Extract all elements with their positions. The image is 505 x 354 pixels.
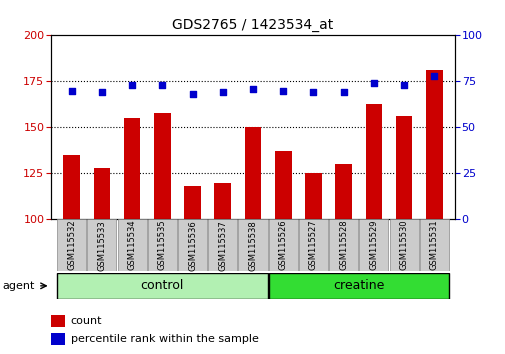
Bar <box>365 103 381 219</box>
Bar <box>244 127 261 219</box>
Bar <box>118 219 146 271</box>
Bar <box>50 333 65 345</box>
Bar <box>93 168 110 219</box>
Bar <box>419 219 448 271</box>
Bar <box>214 183 231 219</box>
Point <box>309 90 317 95</box>
Bar <box>63 155 80 219</box>
Text: GSM115527: GSM115527 <box>309 220 317 270</box>
Bar <box>298 219 327 271</box>
Point <box>248 86 257 92</box>
Bar <box>425 70 442 219</box>
Point <box>158 82 166 88</box>
Bar <box>124 118 140 219</box>
Text: GSM115538: GSM115538 <box>248 220 257 270</box>
Point <box>339 90 347 95</box>
Bar <box>178 219 207 271</box>
Text: creatine: creatine <box>332 279 384 292</box>
Text: GSM115534: GSM115534 <box>127 220 136 270</box>
Text: GSM115535: GSM115535 <box>158 220 167 270</box>
Text: agent: agent <box>3 281 35 291</box>
Text: GSM115536: GSM115536 <box>188 220 196 270</box>
Bar <box>389 219 418 271</box>
Bar <box>50 315 65 327</box>
Point <box>218 90 226 95</box>
Text: GSM115530: GSM115530 <box>399 220 408 270</box>
Text: GSM115526: GSM115526 <box>278 220 287 270</box>
Bar <box>274 152 291 219</box>
Bar <box>147 219 177 271</box>
Text: GSM115528: GSM115528 <box>338 220 347 270</box>
Bar <box>208 219 237 271</box>
Text: count: count <box>71 316 102 326</box>
Text: GSM115533: GSM115533 <box>97 220 106 270</box>
Text: control: control <box>140 279 184 292</box>
Title: GDS2765 / 1423534_at: GDS2765 / 1423534_at <box>172 18 333 32</box>
Text: GSM115537: GSM115537 <box>218 220 227 270</box>
Bar <box>335 164 351 219</box>
Point <box>399 82 408 88</box>
Bar <box>268 273 448 299</box>
Text: GSM115529: GSM115529 <box>369 220 378 270</box>
Bar <box>87 219 116 271</box>
Text: percentile rank within the sample: percentile rank within the sample <box>71 334 258 344</box>
Bar <box>328 219 358 271</box>
Point <box>429 73 437 79</box>
Point <box>279 88 287 93</box>
Point <box>188 91 196 97</box>
Text: GSM115531: GSM115531 <box>429 220 438 270</box>
Bar <box>57 273 267 299</box>
Bar <box>57 219 86 271</box>
Point <box>68 88 76 93</box>
Bar <box>238 219 267 271</box>
Bar <box>184 186 200 219</box>
Text: GSM115532: GSM115532 <box>67 220 76 270</box>
Point <box>97 90 106 95</box>
Bar <box>395 116 412 219</box>
Point <box>369 80 377 86</box>
Bar <box>359 219 387 271</box>
Point <box>128 82 136 88</box>
Bar <box>154 113 170 219</box>
Bar <box>305 173 321 219</box>
Bar <box>268 219 297 271</box>
